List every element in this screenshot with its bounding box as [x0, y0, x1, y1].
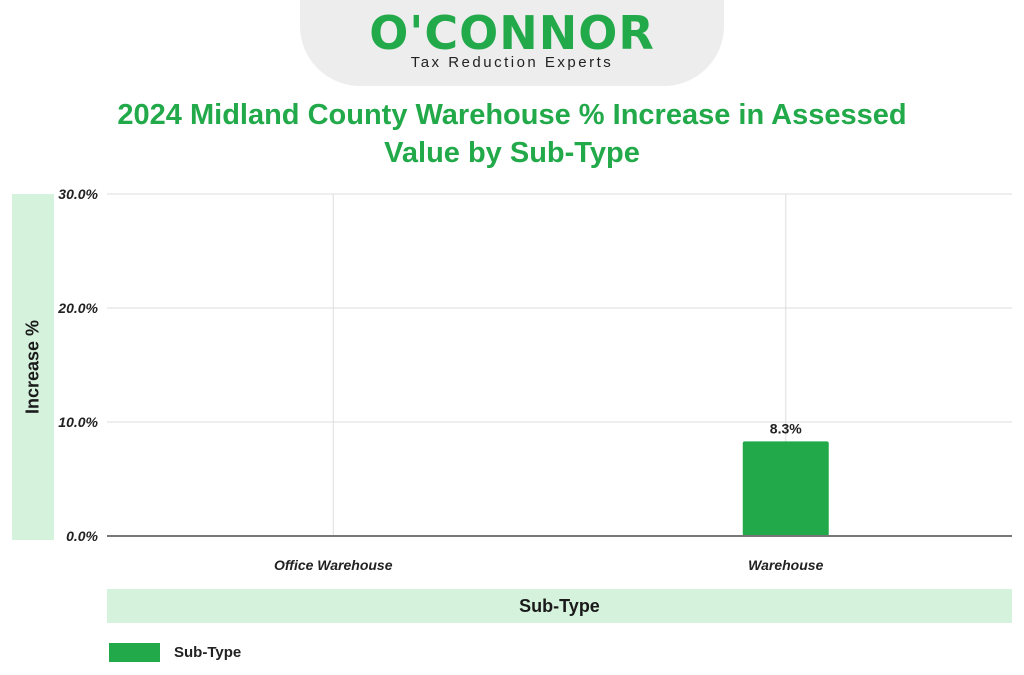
- y-axis-band: [12, 194, 54, 540]
- data-label: 8.3%: [770, 420, 802, 436]
- logo-tab: O'CONNOR Tax Reduction Experts: [300, 0, 724, 86]
- x-axis-band: [107, 589, 1012, 623]
- legend-label: Sub-Type: [174, 644, 242, 661]
- x-category-label: Office Warehouse: [274, 557, 393, 573]
- chart-title: 2024 Midland County Warehouse % Increase…: [117, 99, 907, 169]
- x-category-label: Warehouse: [748, 557, 823, 573]
- brand-logo: O'CONNOR: [369, 6, 655, 60]
- brand-tagline: Tax Reduction Experts: [410, 54, 614, 71]
- y-tick-label: 30.0%: [58, 186, 98, 202]
- y-tick-label: 0.0%: [66, 528, 98, 544]
- bar-warehouse: [742, 441, 829, 536]
- legend-swatch: [109, 643, 160, 662]
- y-tick-label: 10.0%: [58, 414, 98, 430]
- x-axis-label: Sub-Type: [519, 596, 600, 616]
- y-tick-label: 20.0%: [57, 300, 98, 316]
